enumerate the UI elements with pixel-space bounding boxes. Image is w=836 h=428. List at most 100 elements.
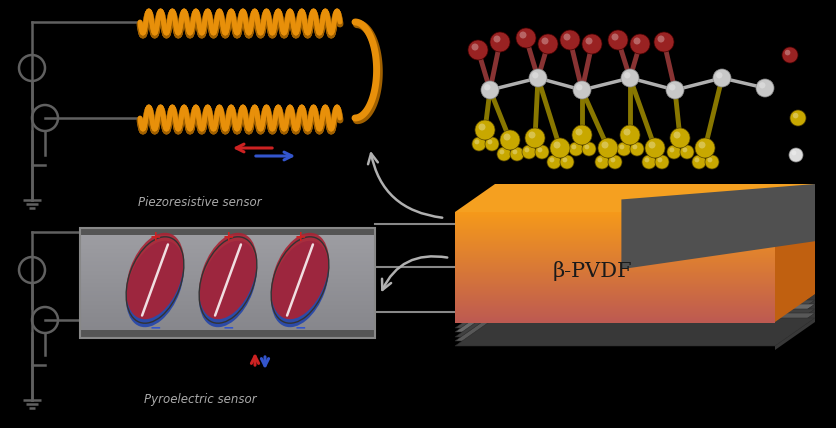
Bar	[80, 256, 375, 257]
Bar	[80, 287, 375, 289]
Bar	[455, 266, 774, 268]
Bar	[80, 265, 375, 267]
Bar	[455, 241, 774, 243]
Circle shape	[619, 125, 640, 145]
Circle shape	[585, 38, 592, 45]
Bar	[455, 318, 774, 319]
Bar	[455, 215, 774, 216]
Bar	[80, 229, 375, 231]
Bar	[80, 300, 375, 301]
Bar	[80, 249, 375, 250]
Ellipse shape	[199, 233, 257, 319]
Circle shape	[706, 158, 711, 162]
Ellipse shape	[126, 233, 184, 319]
Circle shape	[691, 155, 705, 169]
Circle shape	[487, 140, 492, 144]
Circle shape	[478, 124, 485, 131]
Bar	[80, 330, 375, 338]
Bar	[455, 259, 774, 260]
Circle shape	[515, 28, 535, 48]
Bar	[80, 337, 375, 339]
Circle shape	[666, 145, 681, 159]
Bar	[455, 217, 774, 219]
Bar	[80, 294, 375, 296]
Circle shape	[607, 30, 627, 50]
Bar	[80, 241, 375, 242]
Bar	[455, 214, 774, 215]
Circle shape	[534, 145, 548, 159]
Bar	[80, 288, 375, 290]
Bar	[455, 296, 774, 298]
Bar	[455, 305, 774, 306]
Bar	[455, 281, 774, 282]
Bar	[455, 270, 774, 272]
Bar	[80, 335, 375, 337]
Polygon shape	[455, 318, 814, 346]
Circle shape	[669, 148, 674, 152]
Circle shape	[475, 120, 494, 140]
Bar	[455, 315, 774, 316]
Bar	[455, 238, 774, 239]
Bar	[455, 310, 774, 312]
Ellipse shape	[126, 241, 184, 327]
Bar	[80, 295, 375, 297]
Bar	[80, 298, 375, 300]
Circle shape	[653, 32, 673, 52]
Circle shape	[575, 128, 582, 136]
Bar	[455, 298, 774, 300]
Bar	[455, 226, 774, 227]
Circle shape	[559, 30, 579, 50]
Circle shape	[562, 158, 567, 162]
Bar	[80, 228, 375, 338]
Circle shape	[792, 113, 798, 119]
Circle shape	[665, 81, 683, 99]
Text: −: −	[293, 320, 305, 334]
Bar	[80, 326, 375, 327]
Bar	[455, 274, 774, 276]
Text: +: +	[293, 230, 305, 244]
Bar	[455, 282, 774, 284]
Polygon shape	[620, 184, 814, 269]
Circle shape	[499, 130, 519, 150]
Bar	[455, 255, 774, 256]
Bar	[80, 334, 375, 336]
Polygon shape	[455, 184, 814, 212]
Bar	[80, 243, 375, 245]
Bar	[455, 272, 774, 273]
Bar	[455, 315, 774, 317]
Bar	[80, 264, 375, 266]
Text: +: +	[222, 230, 233, 244]
Circle shape	[630, 142, 643, 156]
Bar	[455, 282, 774, 283]
Circle shape	[644, 158, 649, 162]
Bar	[455, 269, 774, 270]
Circle shape	[698, 142, 705, 149]
Bar	[80, 262, 375, 264]
Bar	[455, 216, 774, 217]
Bar	[455, 220, 774, 222]
Bar	[455, 278, 774, 279]
Bar	[455, 299, 774, 300]
Bar	[455, 307, 774, 309]
Bar	[80, 301, 375, 303]
Bar	[80, 313, 375, 315]
Circle shape	[497, 147, 511, 161]
Bar	[80, 324, 375, 326]
Circle shape	[704, 155, 718, 169]
Circle shape	[581, 142, 595, 156]
Circle shape	[538, 34, 558, 54]
Bar	[455, 260, 774, 261]
Bar	[455, 312, 774, 313]
Circle shape	[563, 33, 570, 41]
Bar	[455, 245, 774, 247]
Bar	[80, 244, 375, 247]
Bar	[80, 251, 375, 253]
Bar	[80, 235, 375, 237]
Bar	[455, 306, 774, 307]
Bar	[455, 321, 774, 323]
Bar	[80, 270, 375, 273]
Bar	[455, 224, 774, 225]
Bar	[455, 294, 774, 296]
Polygon shape	[455, 304, 814, 332]
Bar	[455, 232, 774, 234]
